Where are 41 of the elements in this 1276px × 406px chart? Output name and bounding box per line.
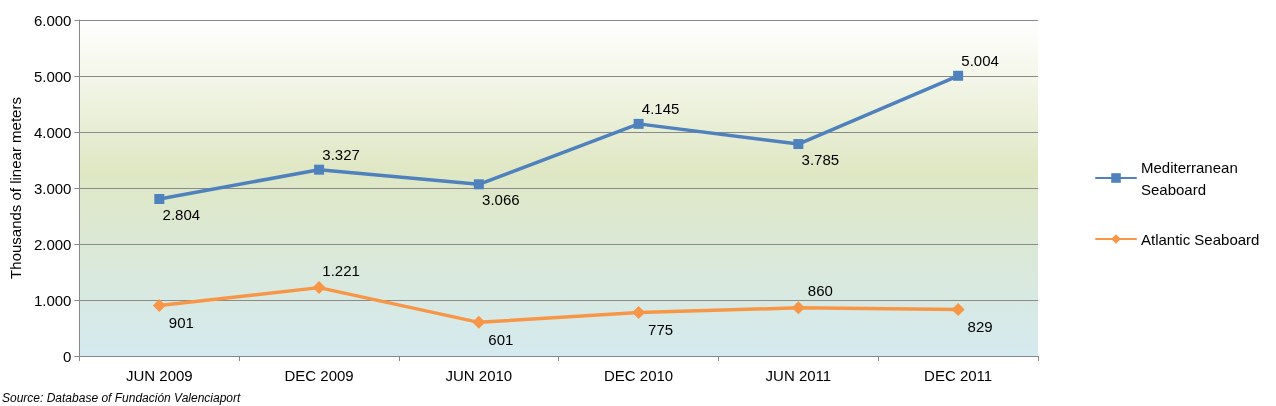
y-tick-label: 0 [63,347,72,365]
data-label: 3.785 [801,151,840,169]
source-note: Source: Database of Fundación Valenciaport [2,391,242,405]
x-tick-label: DEC 2011 [924,367,993,384]
y-tick-label: 4.000 [33,123,72,141]
point [951,303,965,317]
data-label: 1.221 [322,262,360,280]
point [472,315,486,329]
point [633,118,644,129]
point [312,281,326,295]
data-label: 775 [648,321,674,339]
y-tick-label: 5.000 [33,67,72,85]
point [791,301,805,315]
data-label: 4.145 [641,99,680,117]
x-tick-label: DEC 2009 [284,367,354,384]
x-tick-label: DEC 2010 [603,367,674,384]
x-tick-label: JUN 2009 [125,367,193,384]
data-label: 829 [967,318,993,336]
y-tick-label: 1.000 [33,291,72,309]
data-label: 2.804 [162,205,201,223]
point [632,306,646,320]
data-label: 860 [807,282,833,300]
data-label: 901 [168,314,194,332]
point [154,193,165,204]
legend-label: Atlantic Seaboard [1141,230,1260,248]
point [953,70,964,81]
legend-label: Mediterranean Seaboard [1141,158,1242,198]
x-tick-label: JUN 2010 [445,367,513,384]
point [152,299,166,313]
y-tick-label: 6.000 [33,11,72,29]
x-tick-label: JUN 2011 [765,367,832,384]
y-tick-label: 3.000 [33,179,72,197]
data-label: 3.327 [322,145,360,163]
data-label: 3.066 [482,191,520,209]
point [473,179,484,190]
data-label: 5.004 [961,51,999,69]
y-tick-label: 2.000 [33,235,72,253]
y-axis-title: Thousands of linear meters [7,97,24,279]
point [314,164,325,175]
point [793,139,804,150]
data-label: 601 [488,330,514,348]
